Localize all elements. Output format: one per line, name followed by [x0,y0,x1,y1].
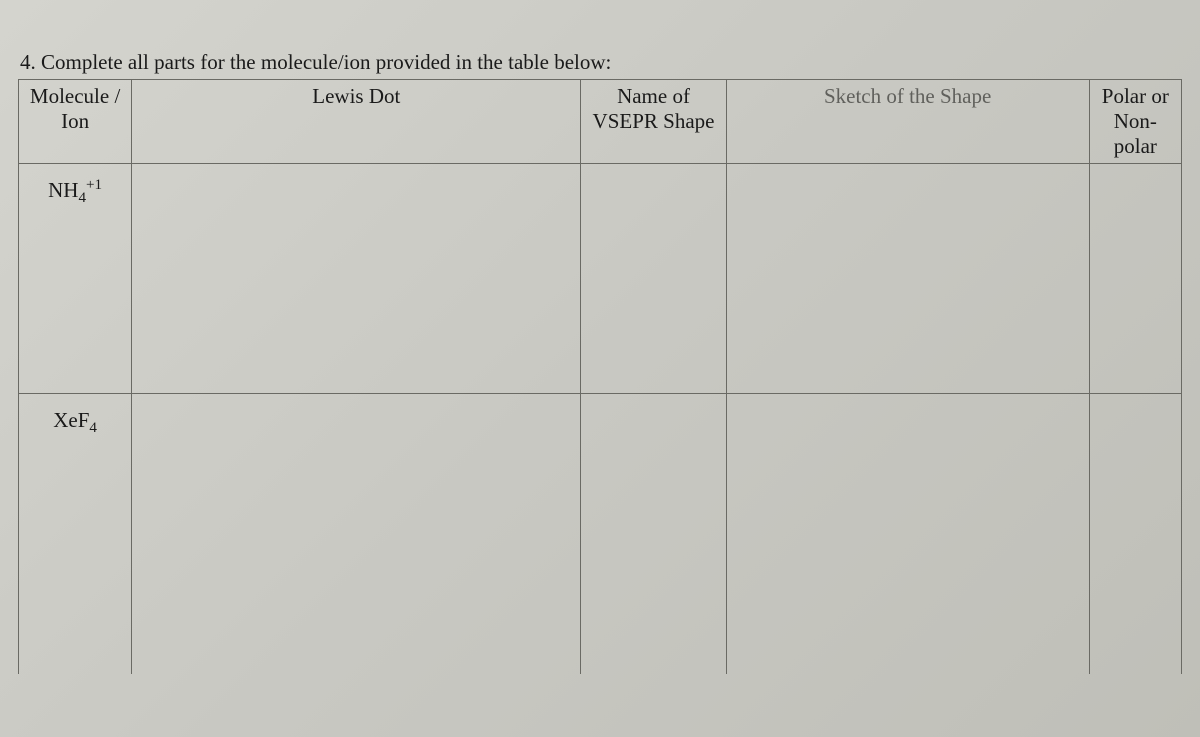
molecule-formula-1: XeF4 [53,398,97,433]
header-polar: Polar or Non-polar [1089,80,1181,164]
worksheet-table: Molecule / Ion Lewis Dot Name of VSEPR S… [18,79,1182,674]
cell-sketch-0 [726,164,1089,394]
molecule-sub-0: 4 [78,190,86,206]
header-sketch: Sketch of the Shape [726,80,1089,164]
header-lewis-text: Lewis Dot [312,84,400,108]
cell-molecule-0: NH4+1 [19,164,132,394]
cell-lewis-0 [132,164,581,394]
cell-polar-1 [1089,394,1181,674]
header-molecule: Molecule / Ion [19,80,132,164]
question-prompt: 4. Complete all parts for the molecule/i… [18,50,1182,75]
header-polar-text: Polar or Non-polar [1102,84,1169,158]
cell-lewis-1 [132,394,581,674]
table-header-row: Molecule / Ion Lewis Dot Name of VSEPR S… [19,80,1182,164]
cell-name-0 [581,164,726,394]
cell-polar-0 [1089,164,1181,394]
header-name-text: Name of VSEPR Shape [593,84,715,133]
molecule-sub-1: 4 [89,420,97,436]
table-row: XeF4 [19,394,1182,674]
question-number: 4. [20,50,36,74]
header-molecule-text: Molecule / Ion [30,84,120,133]
header-lewis: Lewis Dot [132,80,581,164]
cell-sketch-1 [726,394,1089,674]
cell-molecule-1: XeF4 [19,394,132,674]
molecule-formula-0: NH4+1 [48,168,102,203]
molecule-base-0: NH [48,178,78,202]
cell-name-1 [581,394,726,674]
molecule-base-1: XeF [53,408,89,432]
molecule-sup-0: +1 [86,177,102,193]
question-body: Complete all parts for the molecule/ion … [41,50,611,74]
header-name: Name of VSEPR Shape [581,80,726,164]
table-row: NH4+1 [19,164,1182,394]
header-sketch-text: Sketch of the Shape [824,84,991,108]
